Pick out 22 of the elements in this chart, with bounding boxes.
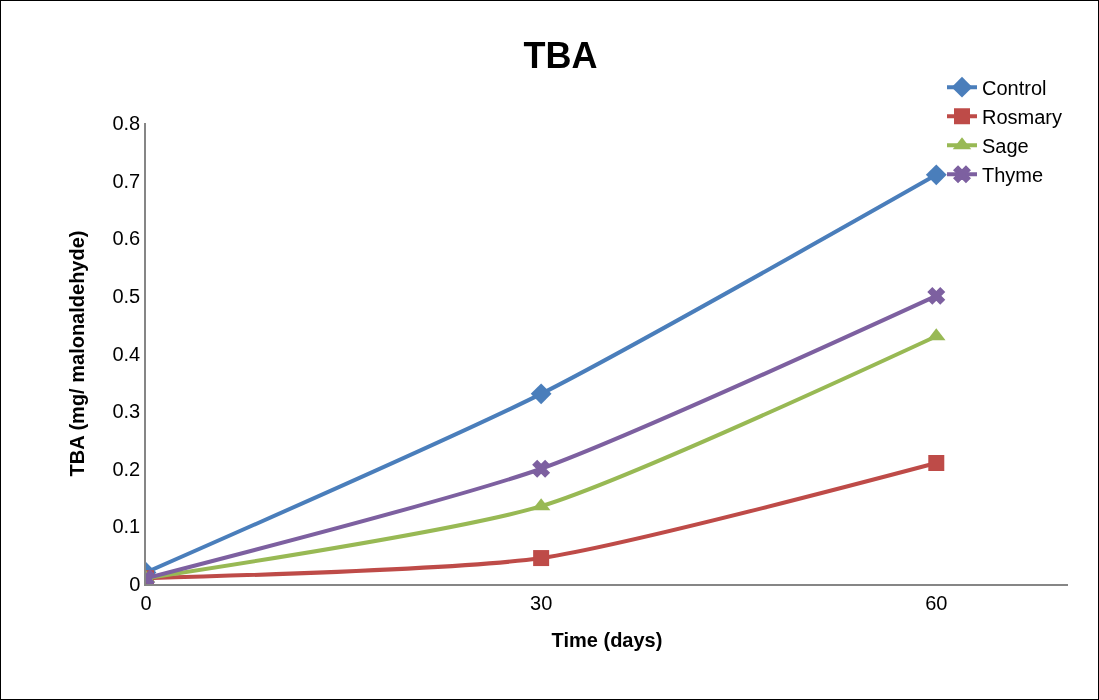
chart-title: TBA bbox=[523, 35, 598, 77]
y-tick-label: 0.1 bbox=[112, 515, 141, 538]
y-tick-label: 0 bbox=[129, 573, 141, 595]
legend-label: Control bbox=[982, 76, 1047, 99]
point bbox=[925, 164, 947, 186]
legend-label: Sage bbox=[982, 134, 1029, 157]
y-axis-title: TBA (mg/ malonaldehyde) bbox=[66, 230, 89, 477]
x-tick-label: 60 bbox=[925, 591, 948, 614]
legend-label: Thyme bbox=[982, 163, 1044, 186]
y-tick-label: 0.6 bbox=[112, 227, 141, 250]
x-tick-label: 30 bbox=[530, 591, 553, 614]
y-tick-label: 0.3 bbox=[112, 400, 141, 423]
legend-label: Rosmary bbox=[982, 105, 1063, 128]
x-axis-title: Time (days) bbox=[551, 628, 663, 651]
point bbox=[927, 287, 945, 305]
y-tick-label: 0.5 bbox=[112, 284, 141, 307]
y-tick-label: 0.8 bbox=[112, 112, 141, 134]
point bbox=[533, 550, 550, 567]
point bbox=[928, 454, 945, 471]
y-tick-label: 0.7 bbox=[112, 169, 141, 192]
y-tick-label: 0.2 bbox=[112, 457, 141, 480]
y-tick-label: 0.4 bbox=[112, 342, 141, 365]
